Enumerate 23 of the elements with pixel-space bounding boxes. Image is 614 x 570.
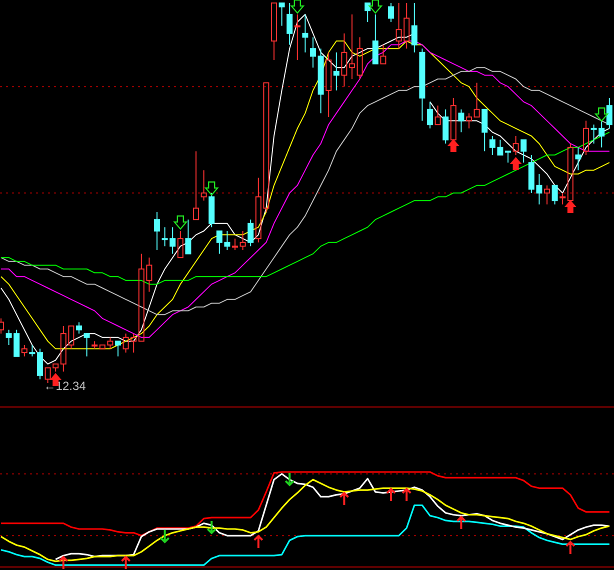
candlestick [575, 146, 582, 171]
candlestick [411, 2, 418, 53]
candlestick [21, 344, 28, 357]
candlestick [427, 101, 433, 129]
candlestick [341, 32, 348, 88]
candlestick [333, 52, 340, 91]
candlestick [606, 98, 612, 129]
candlestick [302, 14, 308, 53]
candlestick [388, 2, 394, 22]
candlestick [583, 120, 589, 156]
annotation: ←12.34 [44, 379, 86, 393]
candlestick [512, 136, 519, 156]
candlestick [286, 2, 293, 46]
candlestick [154, 212, 160, 250]
candlestick [326, 52, 332, 118]
candlestick [356, 36, 363, 80]
candlestick [349, 14, 355, 80]
candlestick [294, 14, 300, 60]
candlestick [310, 36, 316, 68]
candlestick [318, 48, 324, 114]
candlestick [466, 112, 472, 129]
candlestick [240, 230, 246, 250]
candlestick [419, 48, 426, 122]
